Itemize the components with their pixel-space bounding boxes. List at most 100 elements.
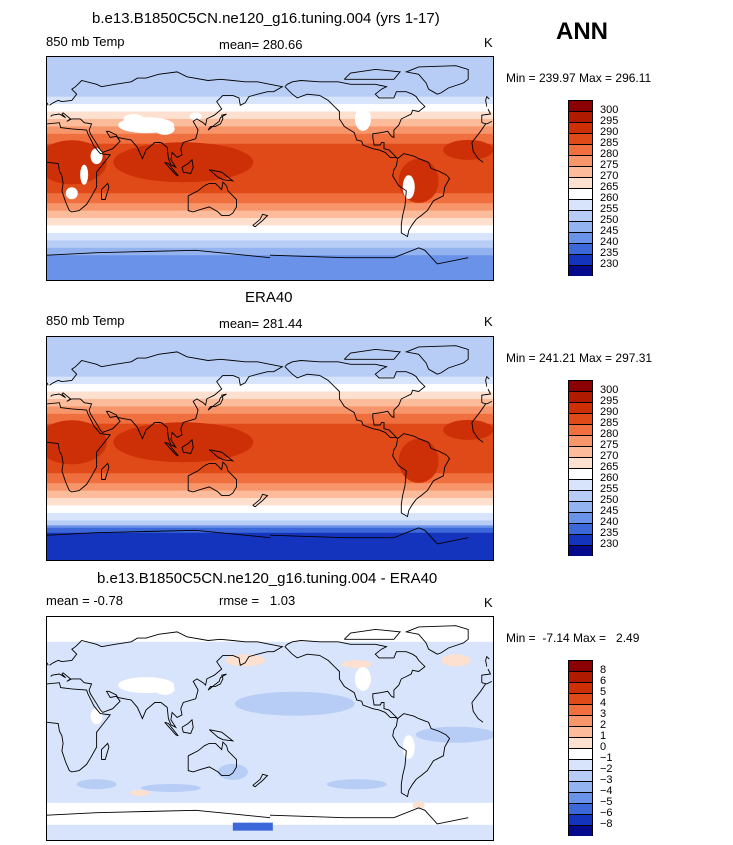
latitude-band — [47, 393, 493, 397]
latitude-band — [47, 180, 493, 184]
latitude-band — [47, 346, 493, 350]
colorbar-tick-label: 250 — [600, 494, 619, 506]
map-plot — [46, 336, 494, 561]
coastline — [49, 631, 284, 729]
colorbar-swatch — [568, 155, 593, 166]
latitude-band — [47, 463, 493, 467]
colorbar-tick-label: 285 — [600, 417, 619, 429]
latitude-band — [47, 99, 493, 103]
colorbar-swatch — [568, 177, 593, 188]
latitude-band — [47, 408, 493, 412]
latitude-band — [47, 59, 493, 63]
latitude-band — [47, 351, 493, 355]
latitude-band — [47, 178, 493, 182]
panel-title: b.e13.B1850C5CN.ne120_g16.tuning.004 - E… — [97, 570, 438, 587]
coastline — [392, 713, 451, 798]
latitude-band — [47, 361, 493, 365]
min-max-label: Min = 239.97 Max = 296.11 — [506, 71, 652, 85]
colorbar-swatch — [568, 100, 593, 111]
colorbar-swatch — [568, 111, 593, 122]
latitude-band — [47, 436, 493, 440]
latitude-band — [47, 411, 493, 415]
latitude-band — [47, 517, 493, 521]
colorbar-swatch — [568, 759, 593, 770]
latitude-band — [47, 505, 493, 509]
colorbar-swatch — [568, 402, 593, 413]
colorbar-tick-label: 280 — [600, 148, 619, 160]
field-layer — [47, 337, 493, 560]
latitude-band — [47, 446, 493, 449]
coastline — [404, 345, 469, 375]
coastline — [485, 95, 490, 107]
latitude-band — [47, 195, 493, 199]
latitude-band — [47, 448, 493, 452]
colorbar-tick-label: 240 — [600, 516, 619, 528]
latitude-band — [47, 381, 493, 385]
latitude-band — [47, 205, 493, 209]
map-plot — [46, 56, 494, 281]
colorbar-swatch — [568, 133, 593, 144]
missing-data — [354, 106, 371, 131]
colorbar-tick-label: 0 — [600, 741, 607, 753]
latitude-band — [47, 247, 493, 251]
latitude-band — [47, 213, 493, 217]
latitude-band — [47, 337, 493, 340]
latitude-band — [47, 379, 493, 383]
coastline — [47, 662, 49, 666]
world-temperature-map — [47, 57, 493, 280]
colorbar-tick-label: 275 — [600, 159, 619, 171]
colorbar-swatch — [568, 490, 593, 501]
latitude-band — [47, 173, 493, 177]
colorbar-tick-label: 240 — [600, 236, 619, 248]
coastline — [471, 142, 484, 163]
latitude-band — [47, 109, 493, 113]
colorbar-swatch — [568, 671, 593, 682]
coastline — [101, 182, 110, 200]
latitude-band — [47, 146, 493, 150]
units-label: K — [484, 35, 493, 50]
latitude-band — [47, 413, 493, 417]
units-label: K — [484, 595, 493, 610]
colorbar-tick-label: 295 — [600, 395, 619, 407]
mean-label: mean= 281.44 — [219, 316, 303, 331]
latitude-band — [47, 113, 493, 117]
latitude-band — [47, 91, 493, 95]
antarctic-band — [47, 532, 493, 560]
colorbar-swatch — [568, 188, 593, 199]
latitude-band — [47, 240, 493, 244]
colorbar-tick-label: 1 — [600, 730, 607, 742]
latitude-band — [47, 485, 493, 489]
latitude-band — [47, 153, 493, 157]
coastline — [47, 809, 271, 819]
colorbar-tick-label: 295 — [600, 115, 619, 127]
colorbar: 8 6 5 4 3 2 1 0 −1 −2 −3 −4 −5 −6 −8 — [568, 660, 613, 836]
latitude-band — [47, 423, 493, 427]
cold-anomaly — [326, 779, 387, 790]
latitude-band — [47, 475, 493, 479]
latitude-band — [47, 170, 493, 174]
colorbar-swatch — [568, 446, 593, 457]
latitude-band — [47, 71, 493, 75]
warm-pool — [398, 438, 439, 483]
colorbar-swatch — [568, 693, 593, 704]
coastline — [471, 683, 486, 703]
missing-data — [402, 175, 415, 200]
colorbar-tick-label: 230 — [600, 538, 619, 550]
latitude-band — [47, 441, 493, 445]
coastline — [471, 422, 484, 443]
coastline — [481, 400, 493, 405]
latitude-band — [47, 431, 493, 435]
latitude-band — [47, 148, 493, 152]
coastline — [392, 433, 451, 518]
colorbar-swatch — [568, 523, 593, 534]
latitude-band — [47, 478, 493, 482]
colorbar-swatch — [568, 468, 593, 479]
coastlines — [47, 65, 493, 265]
colorbar-swatch — [568, 792, 593, 803]
colorbar-tick-label: 265 — [600, 461, 619, 473]
latitude-band — [47, 203, 493, 207]
cold-anomaly — [76, 779, 117, 790]
warm-pool — [47, 420, 107, 465]
latitude-band — [47, 143, 493, 147]
coastline — [485, 375, 490, 387]
